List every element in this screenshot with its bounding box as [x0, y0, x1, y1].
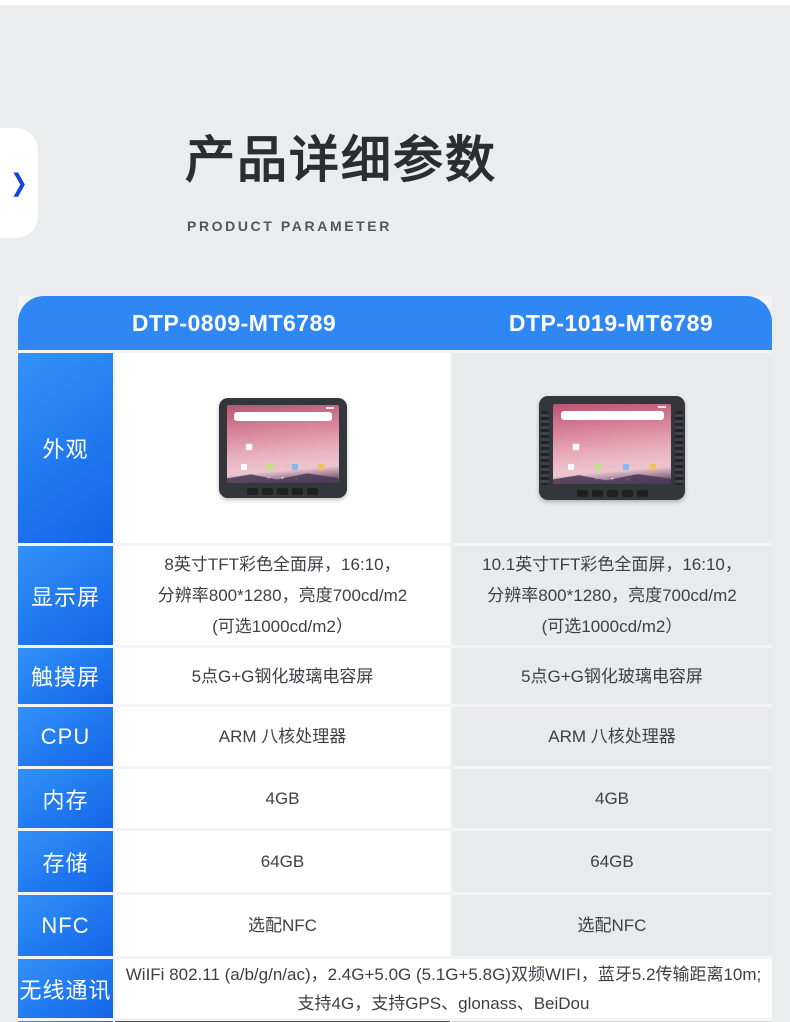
row-label-storage: 存储 — [18, 831, 113, 892]
wireless-cell-merged: WiIFi 802.11 (a/b/g/n/ac)，2.4G+5.0G (5.1… — [115, 959, 772, 1018]
product-photo-8inch-tablet — [218, 398, 347, 498]
chevron-right-icon[interactable]: ❯ — [10, 169, 28, 197]
row-label-wireless: 无线通讯 — [18, 959, 113, 1018]
side-grip-left — [541, 410, 549, 486]
row-label-nfc: NFC — [18, 895, 113, 956]
dock-icons — [241, 463, 324, 470]
table-row-appearance: 外观 — [18, 353, 772, 543]
nfc-cell-model1: 选配NFC — [115, 895, 450, 956]
storage-cell-model1: 64GB — [115, 831, 450, 892]
appearance-cell-model1 — [115, 353, 450, 543]
status-bar-icon — [326, 407, 335, 410]
touchscreen-cell-model2: 5点G+G钢化玻璃电容屏 — [452, 648, 772, 704]
model-name-1: DTP-0809-MT6789 — [131, 309, 337, 336]
top-divider — [0, 0, 790, 5]
app-icon — [573, 444, 580, 450]
table-row-wireless: 无线通讯 WiIFi 802.11 (a/b/g/n/ac)，2.4G+5.0G… — [18, 959, 772, 1018]
physical-keys — [219, 488, 347, 495]
nav-dots — [266, 476, 299, 480]
table-row-memory: 内存 4GB 4GB — [18, 769, 772, 828]
table-row-storage: 存储 64GB 64GB — [18, 831, 772, 892]
row-label-cpu: CPU — [18, 707, 113, 766]
row-label-memory: 内存 — [18, 769, 113, 828]
status-bar-icon — [658, 406, 667, 409]
side-nav-card[interactable]: ❯ — [0, 128, 38, 238]
memory-cell-model2: 4GB — [452, 769, 772, 828]
table-row-display: 显示屏 8英寸TFT彩色全面屏，16:10， 分辨率800*1280，亮度700… — [18, 546, 772, 645]
display-cell-model2: 10.1英寸TFT彩色全面屏，16:10， 分辨率800*1280，亮度700c… — [452, 546, 772, 645]
nav-dots — [595, 477, 629, 481]
display-cell-model1: 8英寸TFT彩色全面屏，16:10， 分辨率800*1280，亮度700cd/m… — [115, 546, 450, 645]
side-grip-right — [675, 410, 683, 486]
product-photo-10inch-tablet — [539, 396, 685, 500]
row-label-display: 显示屏 — [18, 546, 113, 645]
table-row-touchscreen: 触摸屏 5点G+G钢化玻璃电容屏 5点G+G钢化玻璃电容屏 — [18, 648, 772, 704]
tablet-screen — [226, 405, 339, 483]
app-icon — [245, 444, 252, 450]
page-subtitle: PRODUCT PARAMETER — [187, 218, 392, 234]
table-row-cpu: CPU ARM 八核处理器 ARM 八核处理器 — [18, 707, 772, 766]
row-label-appearance: 外观 — [18, 353, 113, 543]
storage-cell-model2: 64GB — [452, 831, 772, 892]
table-header-row: DTP-0809-MT6789 DTP-1019-MT6789 — [18, 296, 772, 350]
touchscreen-cell-model1: 5点G+G钢化玻璃电容屏 — [115, 648, 450, 704]
tablet-screen — [553, 404, 671, 484]
memory-cell-model1: 4GB — [115, 769, 450, 828]
nfc-cell-model2: 选配NFC — [452, 895, 772, 956]
spec-table: DTP-0809-MT6789 DTP-1019-MT6789 外观 — [18, 296, 772, 1022]
cpu-cell-model2: ARM 八核处理器 — [452, 707, 772, 766]
search-bar-graphic — [561, 411, 664, 420]
appearance-cell-model2 — [452, 353, 772, 543]
cpu-cell-model1: ARM 八核处理器 — [115, 707, 450, 766]
table-row-nfc: NFC 选配NFC 选配NFC — [18, 895, 772, 956]
dock-icons — [568, 464, 656, 471]
model-name-2: DTP-1019-MT6789 — [508, 309, 714, 336]
search-bar-graphic — [234, 412, 332, 421]
page-title: 产品详细参数 — [185, 132, 497, 188]
physical-keys — [539, 490, 685, 497]
row-label-touchscreen: 触摸屏 — [18, 648, 113, 704]
